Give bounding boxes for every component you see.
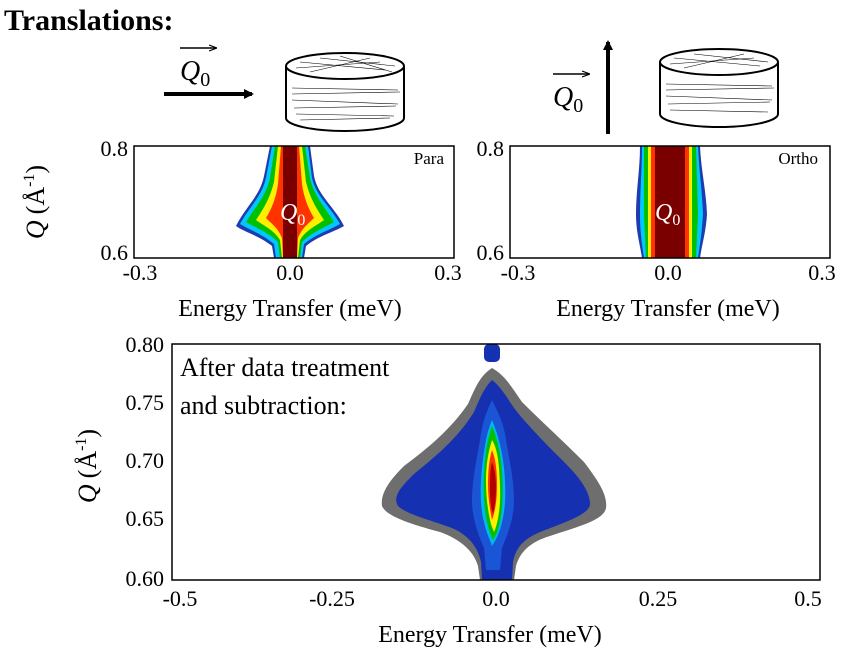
subtracted-y-tick-labels: 0.80 0.75 0.70 0.65 0.60 xyxy=(126,332,165,591)
subtracted-x-tick: 0.0 xyxy=(482,586,510,611)
para-x-tick: -0.3 xyxy=(123,260,158,285)
subtracted-x-tick: -0.25 xyxy=(309,586,355,611)
subtracted-x-tick-labels: -0.5 -0.25 0.0 0.25 0.5 xyxy=(163,586,822,611)
panel-ortho: Ortho Q0 0.8 0.6 -0.3 0.0 0.3 Energy Tra… xyxy=(477,136,836,322)
ortho-corner-label: Ortho xyxy=(778,149,818,168)
para-x-tick: 0.0 xyxy=(276,260,304,285)
subtracted-y-axis-label: Q(Å-1) xyxy=(73,429,102,503)
ortho-y-tick: 0.8 xyxy=(477,136,505,161)
q0-label-left: Q0 xyxy=(180,56,210,91)
para-plot-frame xyxy=(133,145,455,259)
sample-cylinder-right xyxy=(659,48,779,128)
q0-label-right: Q0 xyxy=(553,82,583,117)
subtracted-y-tick: 0.75 xyxy=(126,390,165,415)
subtracted-y-tick: 0.70 xyxy=(126,448,165,473)
para-x-tick: 0.3 xyxy=(434,260,462,285)
ortho-heatmap xyxy=(636,146,707,258)
sample-cylinder-left xyxy=(285,52,405,132)
subtracted-x-axis-label: Energy Transfer (meV) xyxy=(378,622,602,648)
para-y-tick: 0.8 xyxy=(101,136,129,161)
subtracted-heatmap xyxy=(381,344,607,580)
subtracted-x-tick: -0.5 xyxy=(163,586,198,611)
figure-title: Translations: xyxy=(4,4,173,37)
subtracted-y-tick: 0.80 xyxy=(126,332,165,357)
para-heatmap xyxy=(236,146,344,258)
schematic-ortho: Q0 xyxy=(553,40,779,134)
para-x-tick-labels: -0.3 0.0 0.3 xyxy=(123,260,462,285)
panel-subtracted: After data treatment and subtraction: 0.… xyxy=(73,332,822,648)
subtracted-x-tick: 0.25 xyxy=(639,586,678,611)
ortho-x-axis-label: Energy Transfer (meV) xyxy=(556,296,780,322)
para-x-axis-label: Energy Transfer (meV) xyxy=(178,296,402,322)
ortho-y-tick-labels: 0.8 0.6 xyxy=(477,136,505,265)
subtracted-plot-frame xyxy=(171,343,821,581)
annotation-line-1: After data treatment xyxy=(180,353,390,382)
ortho-peak-label: Q0 xyxy=(655,200,680,229)
para-y-tick-labels: 0.8 0.6 xyxy=(101,136,129,265)
para-corner-label: Para xyxy=(414,149,445,168)
subtracted-x-tick: 0.5 xyxy=(794,586,822,611)
subtracted-y-tick: 0.65 xyxy=(126,506,165,531)
subtracted-y-tick: 0.60 xyxy=(126,566,165,591)
ortho-x-tick: -0.3 xyxy=(501,260,536,285)
panel-para: Para Q0 0.8 0.6 -0.3 0.0 0.3 Energy Tran… xyxy=(21,136,462,322)
ortho-plot-frame xyxy=(509,145,831,259)
schematic-para: Q0 xyxy=(164,48,405,132)
ortho-x-tick-labels: -0.3 0.0 0.3 xyxy=(501,260,836,285)
annotation-line-2: and subtraction: xyxy=(180,391,347,420)
para-y-tick: 0.6 xyxy=(101,240,129,265)
para-y-axis-label: Q(Å-1) xyxy=(21,165,50,239)
ortho-x-tick: 0.3 xyxy=(808,260,836,285)
ortho-x-tick: 0.0 xyxy=(654,260,682,285)
ortho-y-tick: 0.6 xyxy=(477,240,505,265)
para-peak-label: Q0 xyxy=(280,200,305,229)
